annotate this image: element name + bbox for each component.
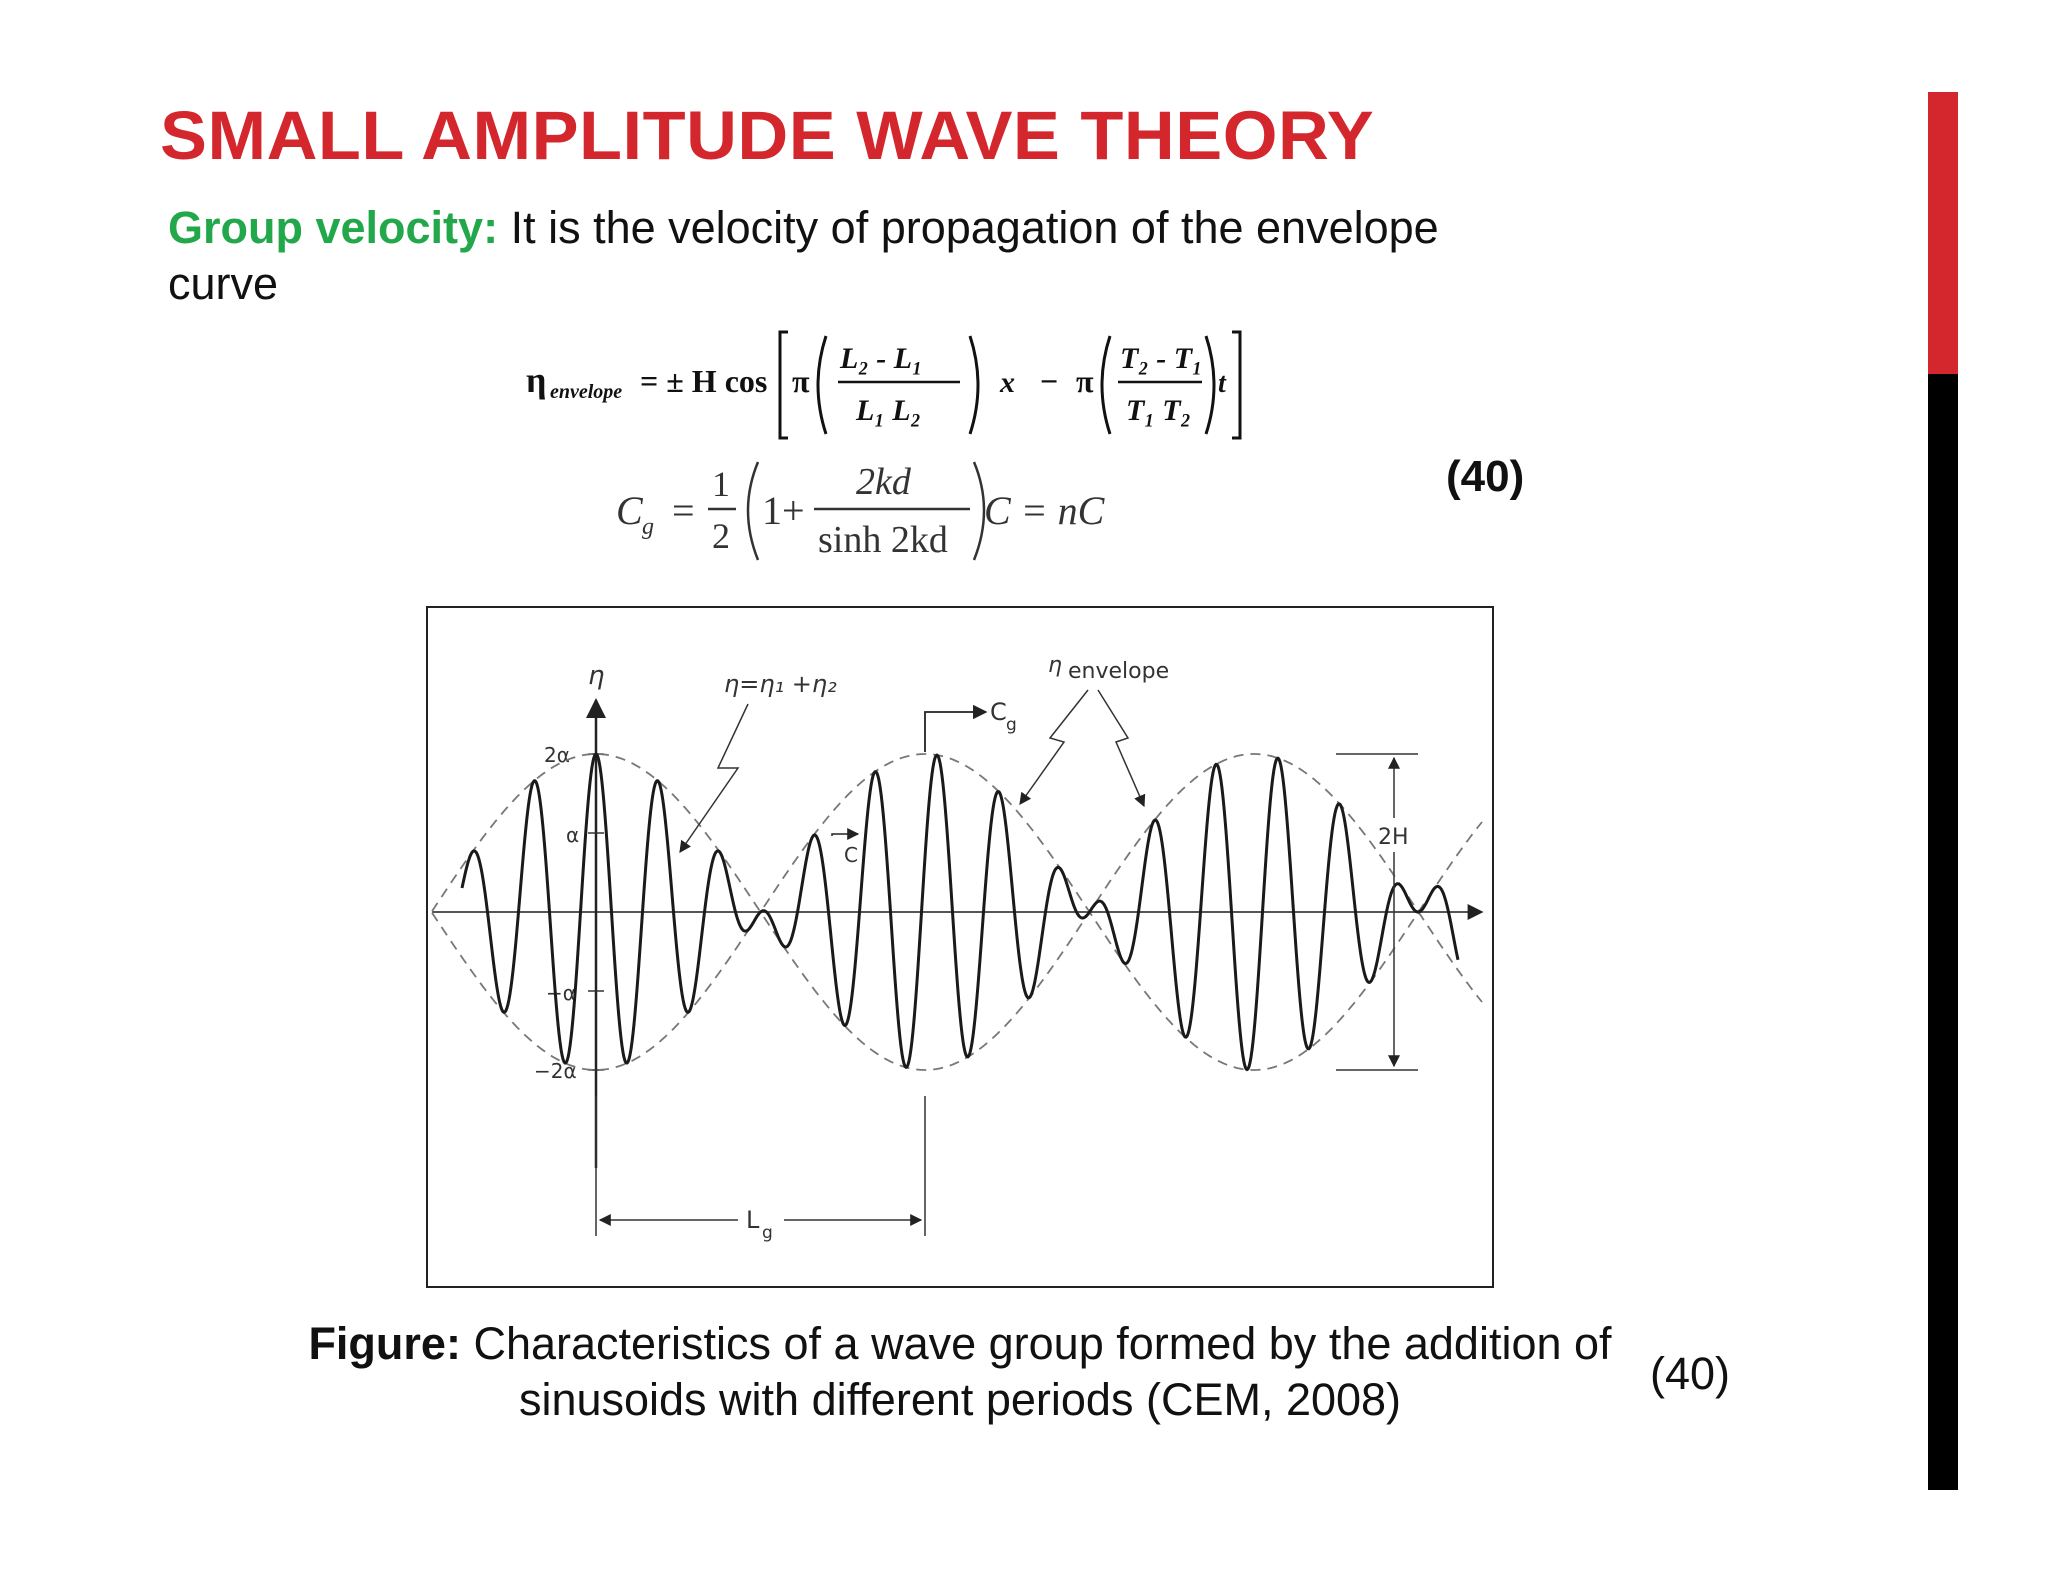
- c-arrow: [831, 828, 860, 840]
- pointer-envelope-2: [1097, 689, 1146, 808]
- wave-group-diagram: 2α α −α −2α η η=η₁ +η₂ η envelope C g C …: [431, 653, 1484, 1243]
- equation-number: (40): [1446, 452, 1525, 501]
- eq-paren-close-1: [968, 335, 980, 435]
- eq-minus: −: [1040, 363, 1058, 399]
- caption-equation-number: (40): [1650, 1348, 1731, 1399]
- label-cg-subscript: g: [1006, 715, 1017, 735]
- label-2a: 2α: [544, 743, 570, 767]
- label-neg-2a: −2α: [534, 1059, 577, 1083]
- pointer-envelope-1: [1019, 689, 1089, 805]
- eq-equals: =: [672, 488, 695, 533]
- slide-title: SMALL AMPLITUDE WAVE THEORY: [160, 97, 1375, 174]
- eq-paren-open: [746, 461, 760, 561]
- label-eta-sum: η=η₁ +η₂: [724, 670, 837, 698]
- eq-right-bracket: [1232, 330, 1242, 440]
- eq-frac-numerator: 2kd: [856, 461, 912, 503]
- side-accent-bar-red: [1928, 92, 1958, 374]
- eq-half-denominator: 2: [712, 516, 730, 556]
- label-a: α: [566, 823, 579, 847]
- label-c: C: [844, 843, 858, 867]
- eq-cg-subscript: g: [642, 514, 654, 540]
- eq-frac1-denominator: L₁ L₂: [855, 394, 921, 427]
- definition-term: Group velocity:: [168, 202, 499, 253]
- eq-one-plus: 1+: [762, 488, 805, 533]
- eq-cg: C: [616, 488, 644, 533]
- envelope-upper: [431, 753, 1483, 913]
- eq-x: x: [999, 366, 1015, 399]
- envelope-equation: η envelope = ± H cos π L₂ - L₁ L₁ L₂ x −…: [526, 330, 1242, 440]
- label-lg-subscript: g: [762, 1223, 773, 1243]
- eq-t: t: [1218, 368, 1227, 399]
- eq-paren-close: [972, 461, 986, 561]
- eq-paren-open-2: [1100, 335, 1112, 435]
- caption-label: Figure:: [308, 1318, 461, 1369]
- group-velocity-definition: Group velocity: It is the velocity of pr…: [168, 200, 1508, 312]
- caption-text: Characteristics of a wave group formed b…: [460, 1318, 1612, 1425]
- eq-pi-1: π: [792, 363, 810, 399]
- eq-left-bracket: [778, 330, 788, 440]
- label-2h: 2H: [1378, 825, 1409, 850]
- eq-paren-open-1: [816, 335, 828, 435]
- eq-frac-denominator: sinh 2kd: [818, 519, 948, 561]
- eq-half-numerator: 1: [712, 464, 730, 504]
- label-eta-axis: η: [588, 661, 604, 691]
- envelope-lower: [431, 911, 1483, 1071]
- label-eta-env: η: [1048, 653, 1062, 678]
- eq-paren-close-2: [1204, 335, 1216, 435]
- wave-group-figure: 2α α −α −2α η η=η₁ +η₂ η envelope C g C …: [426, 606, 1494, 1288]
- eq-rhs: C = nC: [984, 488, 1106, 533]
- definition-text: It is the velocity of propagation of the…: [168, 202, 1439, 309]
- label-cg: C: [990, 698, 1007, 726]
- label-envelope: envelope: [1068, 659, 1169, 684]
- eq-eta: η: [526, 360, 546, 400]
- group-velocity-equation: C g = 1 2 1+ 2kd sinh 2kd C = nC: [616, 461, 1106, 561]
- eq-eta-subscript: envelope: [550, 381, 622, 403]
- eq-frac2-denominator: T₁ T₂: [1126, 394, 1191, 427]
- cg-arrow: [924, 704, 988, 752]
- eq-frac1-numerator: L₂ - L₁: [839, 342, 923, 375]
- eq-amplitude-cos: = ± H cos: [640, 363, 767, 399]
- side-accent-bar-black: [1928, 374, 1958, 1490]
- wave-curve: [460, 752, 1460, 1072]
- pointer-eta-sum: [679, 703, 749, 853]
- label-lg: L: [746, 1206, 760, 1234]
- figure-caption: Figure: Characteristics of a wave group …: [270, 1316, 1650, 1428]
- eq-pi-2: π: [1076, 363, 1094, 399]
- label-neg-a: −α: [546, 981, 576, 1005]
- eq-frac2-numerator: T₂ - T₁: [1120, 342, 1203, 375]
